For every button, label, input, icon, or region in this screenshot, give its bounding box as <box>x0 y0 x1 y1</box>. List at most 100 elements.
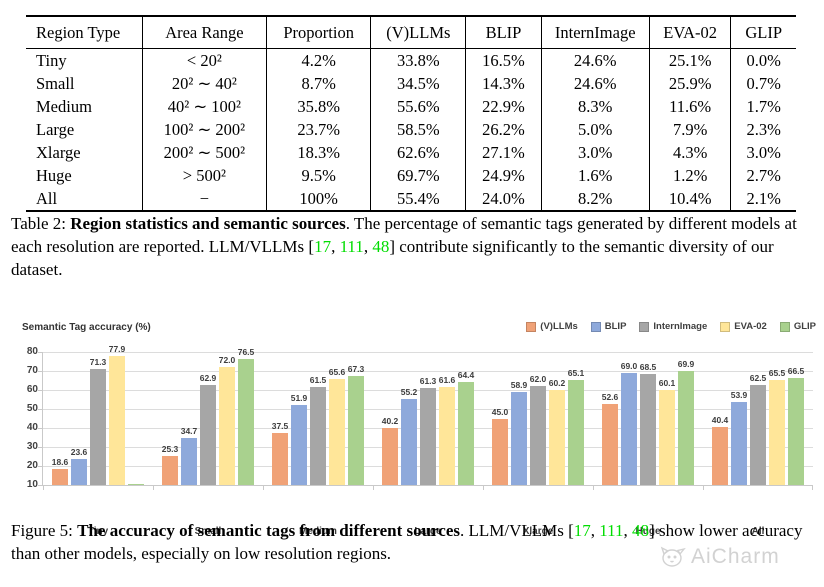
table-cell: < 20² <box>141 48 267 72</box>
x-axis-tick-mark <box>593 486 594 490</box>
table-row: Tiny < 20² 4.2% 33.8% 16.5% 24.6% 25.1% 0.0% <box>26 48 796 72</box>
table-cell: 26.2% <box>465 118 542 141</box>
x-axis-category-label: Tiny <box>87 526 109 537</box>
bar-value-label: 67.3 <box>347 364 365 375</box>
table-cell: 11.6% <box>648 95 731 118</box>
bar-value-label: 69.0 <box>620 360 638 371</box>
column-header: GLIP <box>730 16 796 49</box>
table-cell: 5.0% <box>540 118 650 141</box>
x-axis-tick-mark <box>703 486 704 490</box>
bar-(v)llms-tiny: 18.6 <box>52 457 68 485</box>
table-cell: 8.2% <box>540 187 650 211</box>
table-cell: Large <box>36 119 75 139</box>
table-cell: 7.9% <box>648 118 731 141</box>
caption-segment: 17 <box>573 521 591 540</box>
y-axis-tick-label: 30 <box>26 441 38 452</box>
table-cell: 24.0% <box>465 187 542 211</box>
bar-internimage-small: 62.9 <box>200 373 216 485</box>
caption-segment: , <box>623 521 633 540</box>
table-row: All −100% 55.4% 24.0% 8.2% 10.4% 2.1% <box>26 187 796 211</box>
y-axis-tick-label: 20 <box>26 460 38 471</box>
x-axis-tick-mark <box>373 486 374 490</box>
bar-group-tiny: 18.6 23.6 71.3 77.9 <box>43 344 153 485</box>
caption-segment: 111 <box>339 237 364 256</box>
x-axis-tick-mark <box>263 486 264 490</box>
table-cell: 62.6% <box>370 141 466 164</box>
bar-eva-02-all: 65.5 <box>769 368 785 485</box>
bar-internimage-large: 61.3 <box>420 376 436 485</box>
table-cell: 2.1% <box>730 187 796 211</box>
bar-value-label: 68.5 <box>639 361 657 372</box>
bar-blip-tiny: 23.6 <box>71 447 87 485</box>
bar-value-label: 60.2 <box>548 377 566 388</box>
bar-value-label: 65.1 <box>567 368 585 379</box>
table-cell: 10.4% <box>648 187 731 211</box>
bar-internimage-huge: 68.5 <box>640 362 656 485</box>
x-axis-tick-mark <box>483 486 484 490</box>
table-cell: 55.4% <box>370 187 466 211</box>
bar-eva-02-medium: 65.6 <box>329 367 345 485</box>
column-header: Area Range <box>141 16 267 49</box>
table-cell: 8.3% <box>540 95 650 118</box>
bar-glip-small: 76.5 <box>238 347 254 485</box>
bar-(v)llms-huge: 52.6 <box>602 392 618 485</box>
caption-segment: Figure 5: <box>11 521 78 540</box>
legend-label: EVA-02 <box>734 321 767 332</box>
bar-value-label: 76.5 <box>237 346 255 357</box>
y-axis-tick-mark <box>38 370 42 372</box>
table-cell: 2.7% <box>730 164 796 187</box>
bar-blip-medium: 51.9 <box>291 393 307 485</box>
bar-value-label: 61.3 <box>419 375 437 386</box>
bar-(v)llms-all: 40.4 <box>712 415 728 485</box>
table-cell: 100% <box>265 187 371 211</box>
caption-segment: 48 <box>632 521 650 540</box>
table-cell: > 500² <box>141 164 267 187</box>
table-cell: 100² ∼ 200² <box>141 118 267 141</box>
table-cell: 3.0% <box>540 141 650 164</box>
table-row: Small 20² ∼ 40² 8.7% 34.5% 14.3% 24.6% 25.9% 0.… <box>26 72 796 95</box>
bar-value-label: 61.5 <box>309 375 327 386</box>
table-cell: 25.1% <box>648 48 731 72</box>
table-cell: 2.3% <box>730 118 796 141</box>
bar-group-xlarge: 45.0 58.9 62.0 60.2 65.1 <box>483 352 593 485</box>
x-axis-tick-mark <box>153 486 154 490</box>
bar-value-label: 53.9 <box>730 389 748 400</box>
bar-blip-all: 53.9 <box>731 390 747 485</box>
bar-blip-large: 55.2 <box>401 387 417 485</box>
bar-value-label: 52.6 <box>601 392 619 403</box>
table-caption: Table 2: Region statistics and semantic … <box>11 212 815 281</box>
table-cell: Huge <box>36 165 72 185</box>
watermark-label: AiCharm <box>691 545 780 568</box>
table-cell: 69.7% <box>370 164 466 187</box>
table-cell: 4.3% <box>648 141 731 164</box>
bar-value-label: 23.6 <box>70 447 88 458</box>
bar-(v)llms-small: 25.3 <box>162 444 178 485</box>
bar-eva-02-xlarge: 60.2 <box>549 378 565 485</box>
figure-caption: Figure 5: The accuracy of semantic tags … <box>11 519 815 565</box>
y-axis-tick-label: 40 <box>26 422 38 433</box>
table-cell: 25.9% <box>648 72 731 95</box>
y-axis-tick-label: 70 <box>26 365 38 376</box>
bar-value-label: 62.0 <box>529 374 547 385</box>
table-header-row: Region Type Area Range Proportion (V)LLMs BL… <box>26 16 796 49</box>
table-cell: 22.9% <box>465 95 542 118</box>
x-axis-category-label: Small <box>194 526 222 537</box>
caption-segment: 48 <box>372 237 390 256</box>
legend-swatch-icon <box>720 321 731 332</box>
table-cell: 0.7% <box>730 72 796 95</box>
legend-item: (V)LLMs <box>526 321 578 332</box>
legend-item: InternImage <box>639 321 707 332</box>
bar-eva-02-huge: 60.1 <box>659 378 675 485</box>
bar-value-label: 65.6 <box>328 367 346 378</box>
table-cell: 18.3% <box>265 141 371 164</box>
table-cell: 34.5% <box>370 72 466 95</box>
column-header: Region Type <box>36 22 121 42</box>
table-cell: 8.7% <box>265 72 371 95</box>
semantic-tag-accuracy-chart: Semantic Tag accuracy (%) (V)LLMs BLIP Int… <box>16 316 816 537</box>
table-cell: 1.2% <box>648 164 731 187</box>
table-cell: 4.2% <box>265 48 371 72</box>
table-cell: Small <box>36 73 75 93</box>
bar-value-label: 62.9 <box>199 372 217 383</box>
bar-(v)llms-large: 40.2 <box>382 416 398 485</box>
bar-blip-small: 34.7 <box>181 426 197 485</box>
